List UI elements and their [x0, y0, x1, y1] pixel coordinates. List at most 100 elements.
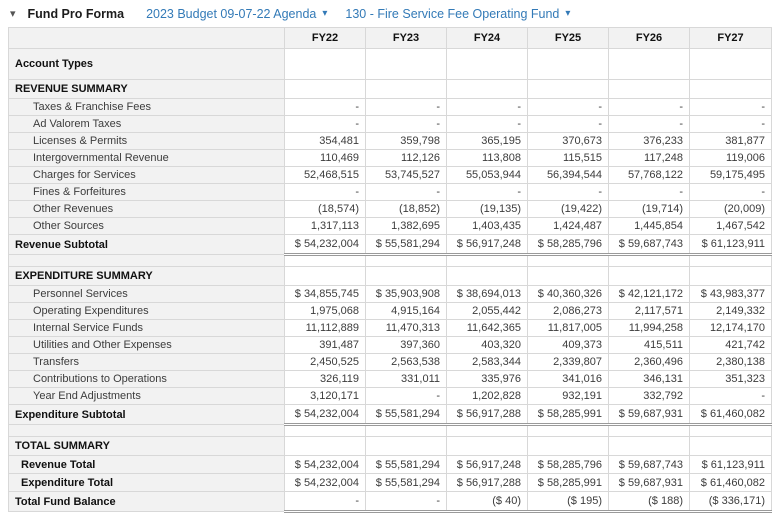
toolbar: ▾ Fund Pro Forma 2023 Budget 09-07-22 Ag…	[0, 0, 780, 25]
cell-value: ($ 40)	[446, 491, 528, 513]
fund-dropdown[interactable]: 130 - Fire Service Fee Operating Fund ▾	[345, 7, 570, 21]
table-row: Expenditure Subtotal $ 54,232,004 $ 55,581…	[8, 404, 772, 426]
cell-value: -	[284, 491, 366, 513]
cell-value: $ 34,855,745	[284, 285, 366, 303]
cell-value: 11,642,365	[446, 319, 528, 337]
table-row	[8, 254, 772, 267]
cell-value: $ 55,581,294	[365, 404, 447, 426]
row-label	[8, 254, 285, 267]
cell-value: -	[365, 183, 447, 201]
cell-value	[446, 48, 528, 80]
cell-value	[527, 424, 609, 437]
row-label: Year End Adjustments	[8, 387, 285, 405]
cell-value: 1,445,854	[608, 217, 690, 235]
cell-value: -	[365, 387, 447, 405]
cell-value: 117,248	[608, 149, 690, 167]
cell-value: 59,175,495	[689, 166, 772, 184]
cell-value	[446, 266, 528, 286]
table-row: Internal Service Funds 11,112,889 11,470,3…	[8, 319, 772, 337]
cell-value: $ 58,285,796	[527, 455, 609, 474]
cell-value: $ 58,285,991	[527, 473, 609, 492]
table-row: TOTAL SUMMARY	[8, 436, 772, 456]
cell-value: 56,394,544	[527, 166, 609, 184]
row-label: Account Types	[8, 48, 285, 80]
column-header-fy27: FY27	[689, 27, 772, 49]
pro-forma-table: FY22 FY23 FY24 FY25 FY26 FY27 Account Types RE…	[8, 27, 772, 513]
chevron-down-icon: ▾	[565, 8, 571, 19]
row-label: Fines & Forfeitures	[8, 183, 285, 201]
cell-value: 397,360	[365, 336, 447, 354]
cell-value: 932,191	[527, 387, 609, 405]
cell-value: 110,469	[284, 149, 366, 167]
row-label: Revenue Subtotal	[8, 234, 285, 255]
cell-value: 2,450,525	[284, 353, 366, 371]
cell-value	[689, 436, 772, 456]
cell-value: -	[527, 115, 609, 133]
cell-value: $ 55,581,294	[365, 234, 447, 256]
cell-value	[284, 48, 366, 80]
cell-value	[527, 254, 609, 267]
cell-value	[284, 254, 366, 267]
cell-value: 381,877	[689, 132, 772, 150]
cell-value: (20,009)	[689, 200, 772, 218]
cell-value	[608, 266, 690, 286]
cell-value: -	[608, 183, 690, 201]
cell-value: (19,422)	[527, 200, 609, 218]
cell-value	[689, 79, 772, 99]
cell-value: 11,470,313	[365, 319, 447, 337]
chevron-down-icon: ▾	[322, 8, 328, 19]
cell-value: $ 54,232,004	[284, 455, 366, 474]
page-title: Fund Pro Forma	[27, 7, 125, 21]
budget-version-dropdown[interactable]: 2023 Budget 09-07-22 Agenda ▾	[146, 7, 327, 21]
cell-value: -	[365, 98, 447, 116]
cell-value: -	[689, 183, 772, 201]
cell-value: 351,323	[689, 370, 772, 388]
cell-value: -	[446, 98, 528, 116]
budget-version-dropdown-label: 2023 Budget 09-07-22 Agenda	[146, 7, 317, 21]
table-row: Utilities and Other Expenses 391,487 397,3…	[8, 336, 772, 354]
cell-value: $ 61,123,911	[689, 234, 772, 256]
cell-value: $ 59,687,743	[608, 455, 690, 474]
cell-value: -	[284, 183, 366, 201]
table-row: Operating Expenditures 1,975,068 4,915,164…	[8, 302, 772, 320]
cell-value: 11,817,005	[527, 319, 609, 337]
table-row: Personnel Services $ 34,855,745 $ 35,903,9…	[8, 285, 772, 303]
cell-value	[365, 254, 447, 267]
cell-value: 332,792	[608, 387, 690, 405]
cell-value: 421,742	[689, 336, 772, 354]
cell-value: -	[689, 115, 772, 133]
cell-value: 112,126	[365, 149, 447, 167]
cell-value: -	[446, 183, 528, 201]
cell-value: 113,808	[446, 149, 528, 167]
table-row: Total Fund Balance - - ($ 40) ($ 195) ($ 188)…	[8, 491, 772, 513]
table-row: Contributions to Operations 326,119 331,01…	[8, 370, 772, 388]
cell-value	[608, 48, 690, 80]
cell-value: (18,574)	[284, 200, 366, 218]
row-label: Internal Service Funds	[8, 319, 285, 337]
cell-value	[446, 79, 528, 99]
cell-value: 3,120,171	[284, 387, 366, 405]
collapse-arrow-icon[interactable]: ▾	[10, 7, 16, 20]
row-label: EXPENDITURE SUMMARY	[8, 266, 285, 286]
cell-value: $ 40,360,326	[527, 285, 609, 303]
table-row: Taxes & Franchise Fees - - - - - -	[8, 98, 772, 116]
cell-value: (19,714)	[608, 200, 690, 218]
row-label: Expenditure Total	[8, 473, 285, 492]
cell-value: 370,673	[527, 132, 609, 150]
cell-value: 2,583,344	[446, 353, 528, 371]
cell-value	[527, 266, 609, 286]
cell-value: $ 58,285,796	[527, 234, 609, 256]
cell-value: -	[284, 115, 366, 133]
fund-dropdown-label: 130 - Fire Service Fee Operating Fund	[345, 7, 560, 21]
row-label: Transfers	[8, 353, 285, 371]
cell-value: 365,195	[446, 132, 528, 150]
cell-value: -	[446, 115, 528, 133]
cell-value: 1,202,828	[446, 387, 528, 405]
cell-value	[608, 424, 690, 437]
cell-value: -	[365, 115, 447, 133]
cell-value: $ 59,687,931	[608, 404, 690, 426]
row-label: Expenditure Subtotal	[8, 404, 285, 425]
cell-value	[689, 254, 772, 267]
cell-value: 1,382,695	[365, 217, 447, 235]
cell-value: $ 61,123,911	[689, 455, 772, 474]
